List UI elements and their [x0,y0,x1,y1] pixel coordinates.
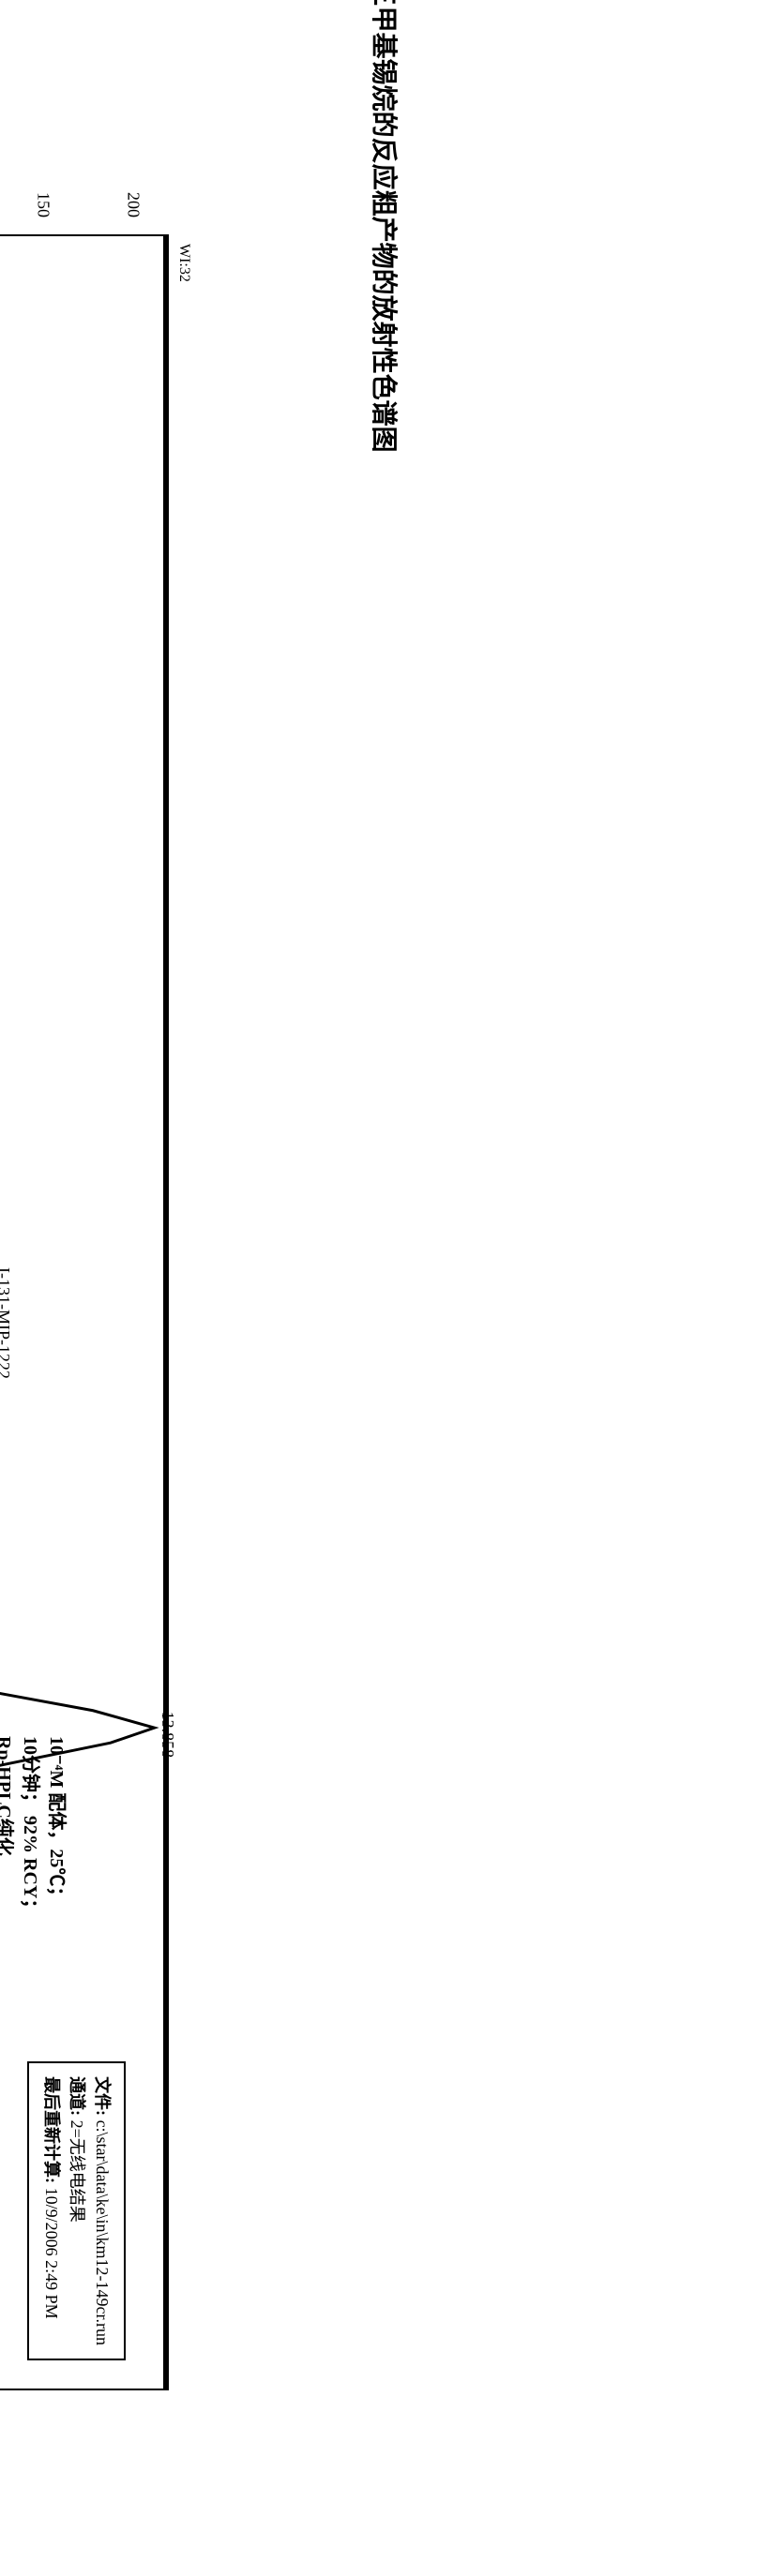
page-title: I-131与MIP-1222的4-三甲基锡烷的反应粗产物的放射性色谱图 [367,0,404,453]
chart-plot-area: 文件: c:\star\data\ke\in\km12-149cr.run 通道… [0,234,169,2390]
y-tick-label: 150 [34,192,53,277]
file-info-box: 文件: c:\star\data\ke\in\km12-149cr.run 通道… [27,2061,126,2360]
info-file-line: 文件: c:\star\data\ke\in\km12-149cr.run [89,2076,114,2345]
info-channel-line: 通道: 2=无线电结果 [64,2076,89,2345]
series-label: I-131-MIP-1222 [0,1267,13,1379]
wi-label: WI:32 [175,244,192,282]
info-recalc-line: 最后重新计算: 10/9/2006 2:49 PM [38,2076,64,2345]
y-tick-label: 200 [123,192,143,277]
conditions-text: 10⁻⁴M 配体，25℃； 10分钟； 92% RCY； Rp-HPLC纯化 9… [0,1736,69,1917]
chromatogram-chart: 毫伏 WI:32 文件: c:\star\data\ke\in\km12-149… [0,141,188,609]
peak-label: 13.858 [158,1712,177,1759]
